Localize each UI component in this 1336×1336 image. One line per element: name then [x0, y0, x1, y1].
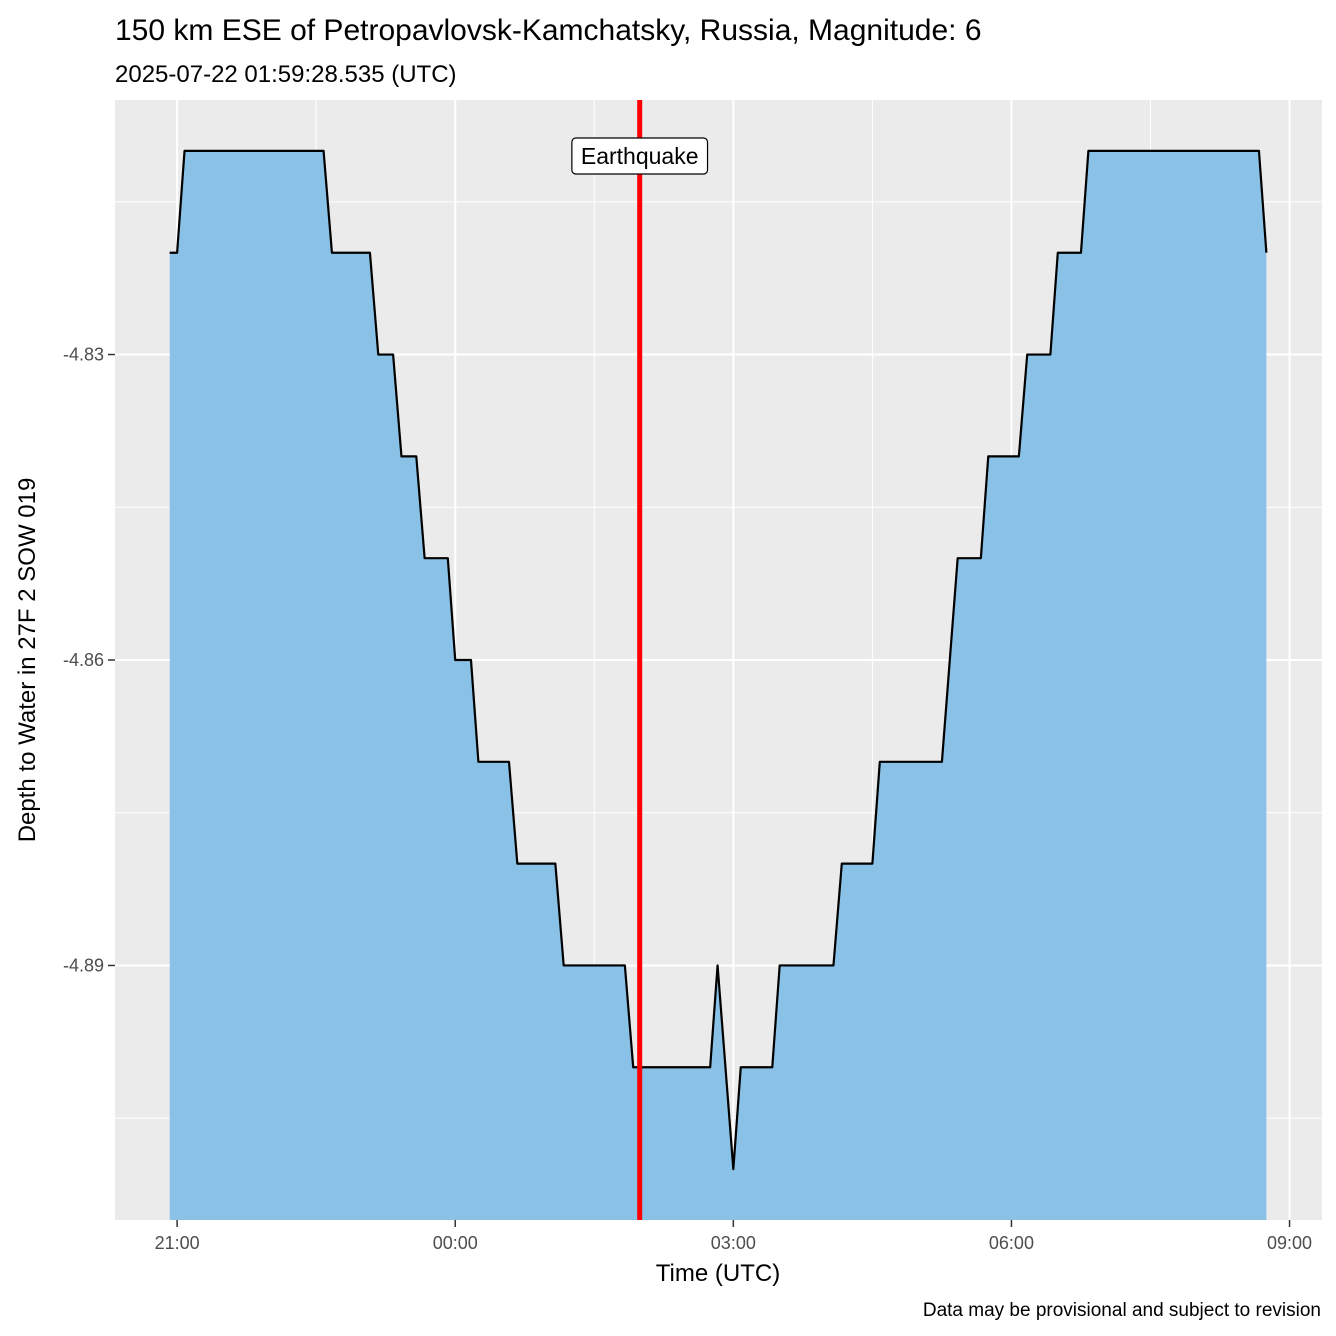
- y-tick-label: -4.86: [63, 650, 104, 670]
- x-tick-label: 21:00: [155, 1233, 200, 1253]
- caption: Data may be provisional and subject to r…: [923, 1300, 1321, 1321]
- earthquake-label: Earthquake: [581, 143, 699, 169]
- x-tick-label: 00:00: [433, 1233, 478, 1253]
- x-tick-label: 03:00: [711, 1233, 756, 1253]
- y-tick-label: -4.89: [63, 955, 104, 975]
- chart-subtitle: 2025-07-22 01:59:28.535 (UTC): [115, 61, 457, 88]
- event-layer: Earthquake: [571, 100, 709, 1220]
- area-layer: [169, 149, 1268, 1221]
- depth-series-line: [169, 149, 1268, 1171]
- x-tick-label: 09:00: [1267, 1233, 1312, 1253]
- y-axis-title: Depth to Water in 27F 2 SOW 019: [14, 478, 41, 843]
- chart-title: 150 km ESE of Petropavlovsk-Kamchatsky, …: [115, 14, 982, 47]
- x-axis-title: Time (UTC): [656, 1260, 780, 1287]
- axes: 21:00 00:00 03:00 06:00 09:00 -4.83 -4.86 -4.89: [63, 345, 1312, 1253]
- y-tick-label: -4.83: [63, 345, 104, 365]
- earthquake-label-box: [571, 137, 709, 175]
- depth-area-fill: [169, 150, 1267, 1221]
- x-tick-label: 06:00: [989, 1233, 1034, 1253]
